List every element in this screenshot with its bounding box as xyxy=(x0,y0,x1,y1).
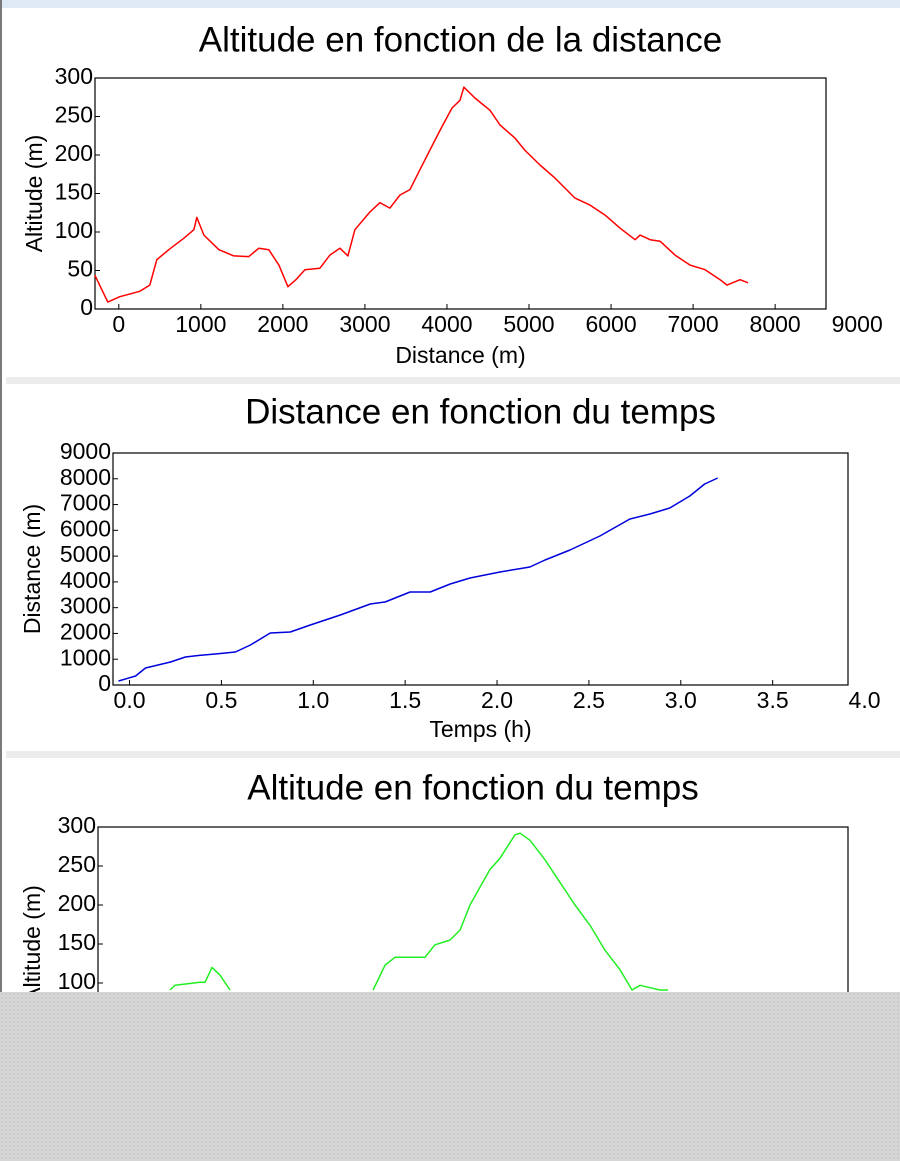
y-tick-label: 8000 xyxy=(60,464,111,490)
y-tick-label: 7000 xyxy=(60,490,111,516)
y-tick-label: 200 xyxy=(58,890,96,916)
x-tick-label: 2.0 xyxy=(481,687,513,713)
y-tick-label: 150 xyxy=(58,929,96,955)
y-tick-label: 4000 xyxy=(60,567,111,593)
x-tick-label: 5000 xyxy=(503,311,554,337)
x-tick-label: 3000 xyxy=(339,311,390,337)
x-tick-label: 0 xyxy=(112,311,125,337)
y-tick-label: 100 xyxy=(55,217,93,243)
y-axis-label: Distance (m) xyxy=(19,504,45,634)
x-axis-label: Temps (h) xyxy=(429,716,531,742)
data-line xyxy=(94,86,749,303)
y-tick-label: 300 xyxy=(58,812,96,838)
data-line xyxy=(169,832,668,991)
y-tick-label: 0 xyxy=(80,294,93,320)
y-tick-label: 0 xyxy=(98,670,111,696)
y-tick-label: 3000 xyxy=(60,593,111,619)
x-tick-label: 2000 xyxy=(257,311,308,337)
x-tick-label: 1.0 xyxy=(297,687,329,713)
data-line xyxy=(118,477,719,682)
y-tick-label: 50 xyxy=(67,256,93,282)
x-tick-label: 0.0 xyxy=(114,687,146,713)
y-tick-label: 1000 xyxy=(60,644,111,670)
chart-title: Distance en fonction du temps xyxy=(245,392,716,431)
x-tick-label: 6000 xyxy=(585,311,636,337)
x-tick-label: 0.5 xyxy=(205,687,237,713)
y-tick-label: 5000 xyxy=(60,541,111,567)
chart-title: Altitude en fonction de la distance xyxy=(199,20,722,59)
y-tick-label: 250 xyxy=(55,102,93,128)
y-tick-label: 300 xyxy=(55,63,93,89)
x-tick-label: 8000 xyxy=(750,311,801,337)
separator xyxy=(6,377,900,384)
plot-frame xyxy=(112,452,849,686)
x-tick-label: 3.0 xyxy=(665,687,697,713)
x-tick-label: 9000 xyxy=(832,311,883,337)
y-tick-label: 100 xyxy=(58,968,96,994)
y-tick-label: 2000 xyxy=(60,619,111,645)
y-axis-label: Altitude (m) xyxy=(19,885,45,1003)
y-tick-label: 150 xyxy=(55,179,93,205)
window-border xyxy=(0,0,2,1161)
separator xyxy=(6,751,900,758)
y-tick-label: 250 xyxy=(58,851,96,877)
overlay xyxy=(0,992,900,1161)
x-axis-label: Distance (m) xyxy=(395,342,525,368)
plot-frame xyxy=(94,77,827,310)
x-tick-label: 3.5 xyxy=(757,687,789,713)
chart-title: Altitude en fonction du temps xyxy=(247,768,698,807)
y-tick-label: 9000 xyxy=(60,438,111,464)
y-tick-label: 200 xyxy=(55,140,93,166)
x-tick-label: 1.5 xyxy=(389,687,421,713)
y-axis-label: Altitude (m) xyxy=(21,135,47,253)
x-tick-label: 4000 xyxy=(421,311,472,337)
window-bar xyxy=(0,0,900,8)
x-tick-label: 2.5 xyxy=(573,687,605,713)
x-tick-label: 4.0 xyxy=(849,687,881,713)
y-tick-label: 6000 xyxy=(60,515,111,541)
x-tick-label: 1000 xyxy=(175,311,226,337)
x-tick-label: 7000 xyxy=(668,311,719,337)
